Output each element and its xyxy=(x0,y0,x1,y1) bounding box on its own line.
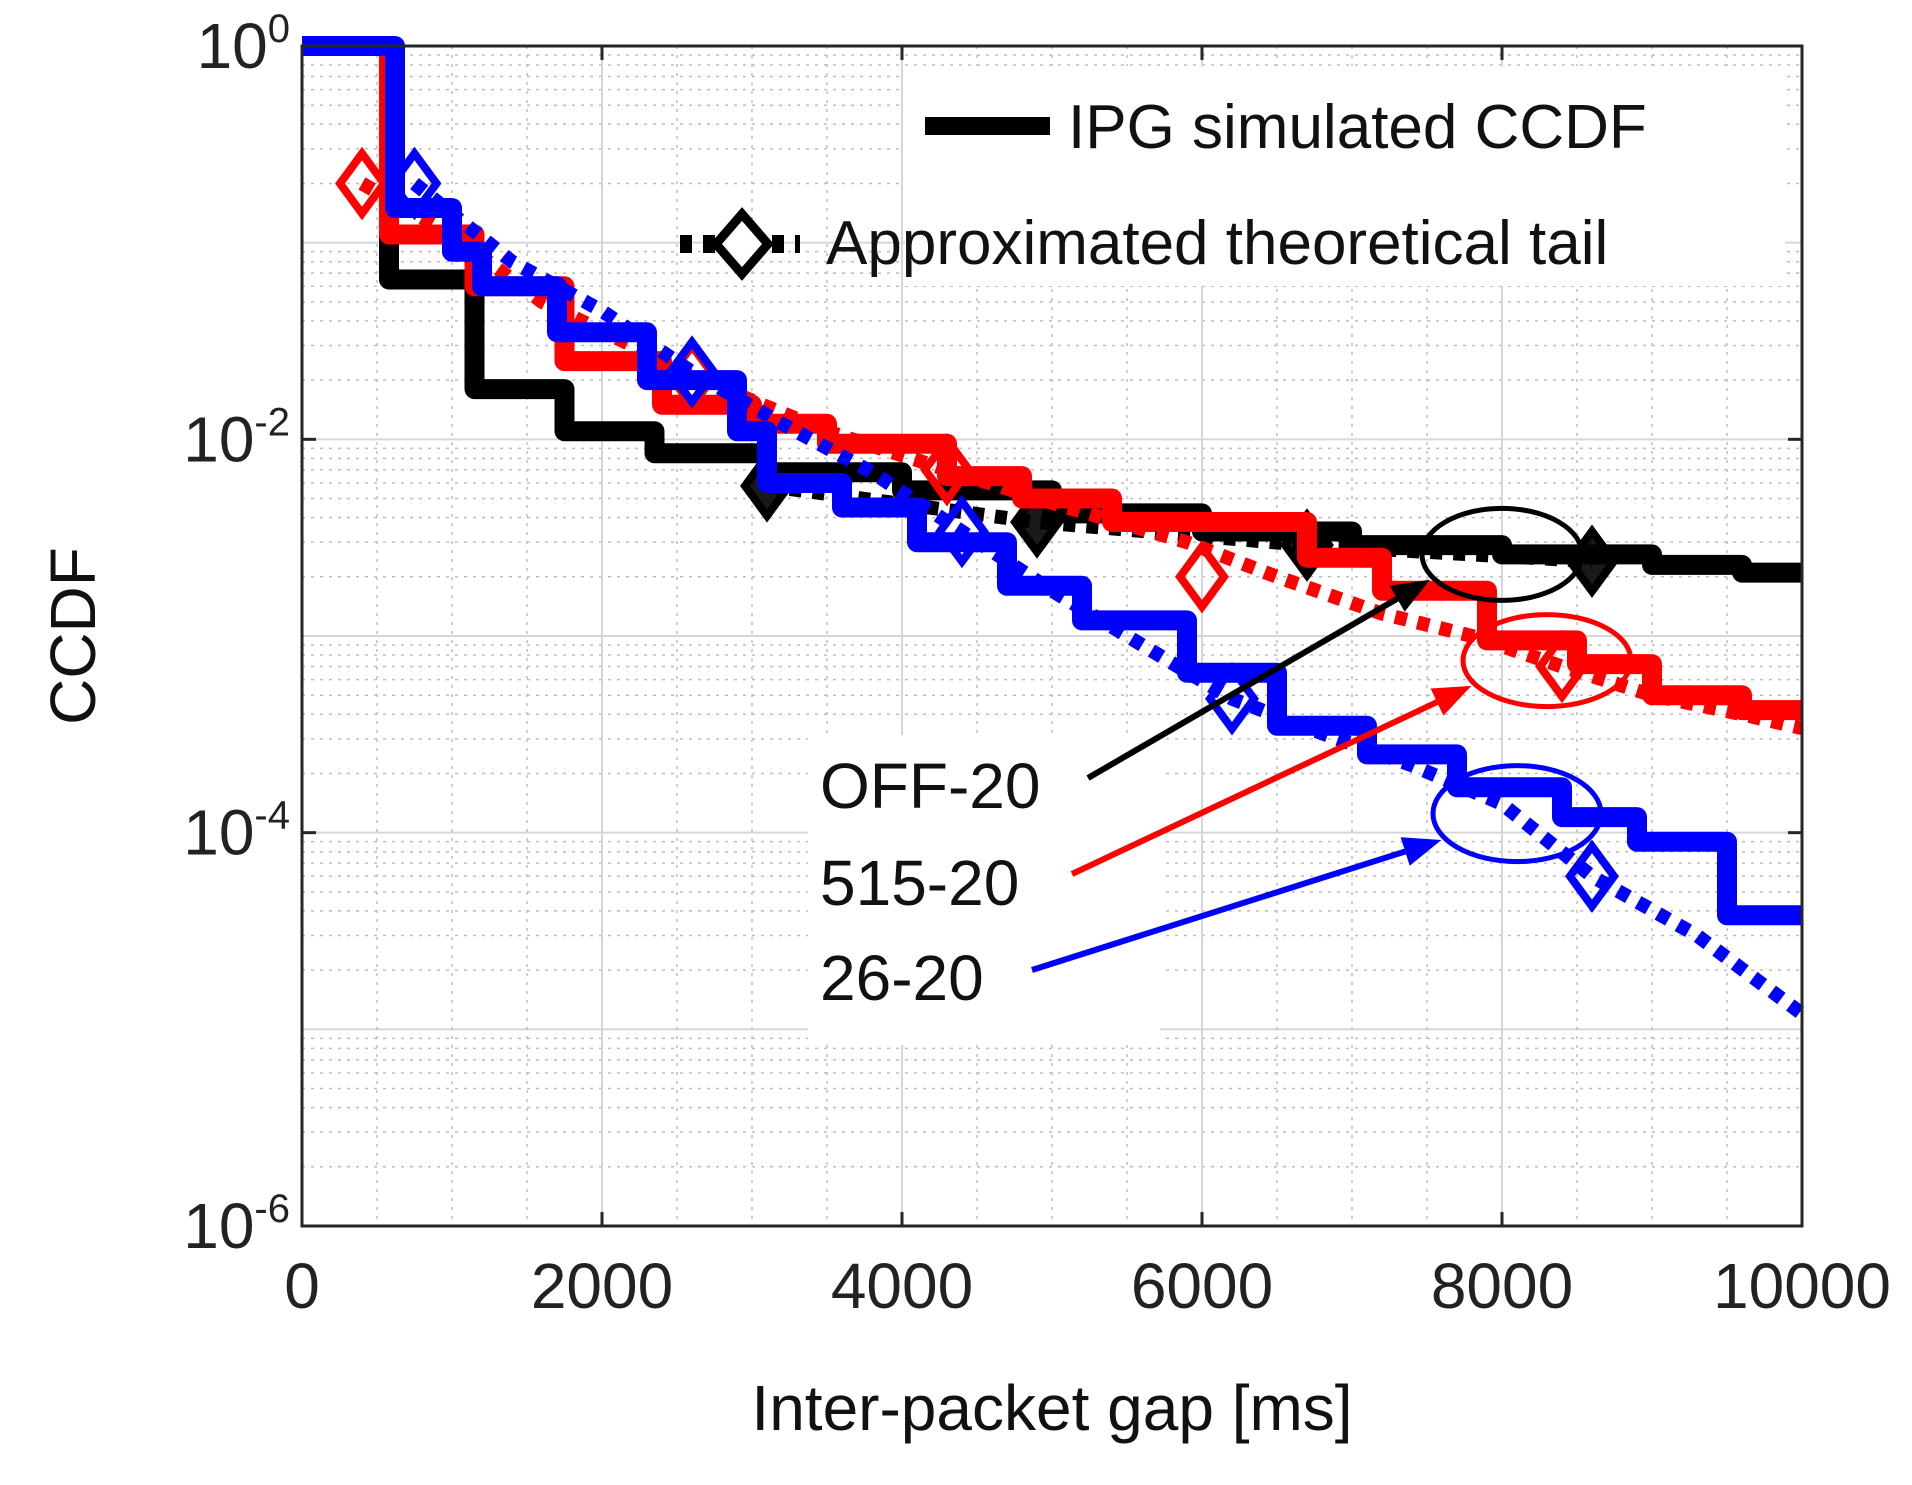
y-tick-label: 100 xyxy=(197,7,290,82)
annotation-label-26-20: 26-20 xyxy=(820,942,984,1014)
legend-entry-simulated: IPG simulated CCDF xyxy=(1068,93,1647,162)
tail-marker-26-20 xyxy=(1565,839,1619,914)
x-tick-label: 6000 xyxy=(1131,1250,1273,1322)
y-tick-label: 10-4 xyxy=(183,794,290,869)
y-tick-base: 10 xyxy=(183,797,254,869)
y-tick-base: 10 xyxy=(197,10,268,82)
y-tick-label: 10-6 xyxy=(183,1187,290,1262)
ellipse-off-20 xyxy=(1419,505,1585,603)
arrow-head-515-20 xyxy=(1430,685,1472,716)
data-series xyxy=(302,36,1807,1020)
ellipse-26-20 xyxy=(1430,763,1604,865)
ellipse-515-20 xyxy=(1460,612,1634,710)
arrow-line-26-20 xyxy=(1031,848,1407,973)
tail-marker-515-20 xyxy=(335,146,389,221)
arrow-line-515-20 xyxy=(1070,699,1439,877)
y-tick-label: 10-2 xyxy=(183,400,290,475)
y-axis-label: CCDF xyxy=(37,547,109,725)
simulated-line-26-20 xyxy=(302,36,1802,926)
y-tick-exponent: -6 xyxy=(254,1187,290,1231)
legend: IPG simulated CCDF Approximated theoreti… xyxy=(680,66,1785,286)
arrow-line-off-20 xyxy=(1086,596,1399,781)
tail-marker-515-20 xyxy=(1175,540,1229,614)
annotation-label-515-20: 515-20 xyxy=(820,847,1019,919)
x-tick-label: 4000 xyxy=(831,1250,973,1322)
annotation-label-off-20: OFF-20 xyxy=(820,750,1040,822)
annotations: OFF-20 515-20 26-20 xyxy=(808,505,1634,1045)
tail-marker-515-20 xyxy=(1535,629,1589,704)
x-tick-label: 8000 xyxy=(1431,1250,1573,1322)
y-tick-exponent: -2 xyxy=(254,400,290,444)
y-tick-base: 10 xyxy=(183,1190,254,1262)
annotation-label-background xyxy=(808,735,1160,1045)
arrow-head-off-20 xyxy=(1389,579,1430,612)
x-tick-label: 2000 xyxy=(531,1250,673,1322)
legend-entry-tail: Approximated theoretical tail xyxy=(826,209,1608,278)
y-tick-exponent: -4 xyxy=(254,794,290,838)
arrow-head-26-20 xyxy=(1400,837,1442,866)
x-tick-label: 10000 xyxy=(1713,1250,1891,1322)
legend-box xyxy=(905,66,1785,286)
simulated-line-off-20 xyxy=(302,36,1802,583)
tail-marker-26-20 xyxy=(665,335,719,409)
simulated-line-515-20 xyxy=(379,46,1802,721)
tail-marker-515-20 xyxy=(920,433,974,507)
x-tick-label: 0 xyxy=(284,1250,320,1322)
tail-marker-26-20 xyxy=(935,494,989,569)
y-tick-base: 10 xyxy=(183,403,254,475)
legend-diamond-marker xyxy=(710,207,774,281)
y-tick-exponent: 0 xyxy=(268,7,290,51)
tail-marker-26-20 xyxy=(387,146,442,221)
x-axis-label: Inter-packet gap [ms] xyxy=(751,1372,1352,1444)
plot-frame xyxy=(300,44,1804,1228)
